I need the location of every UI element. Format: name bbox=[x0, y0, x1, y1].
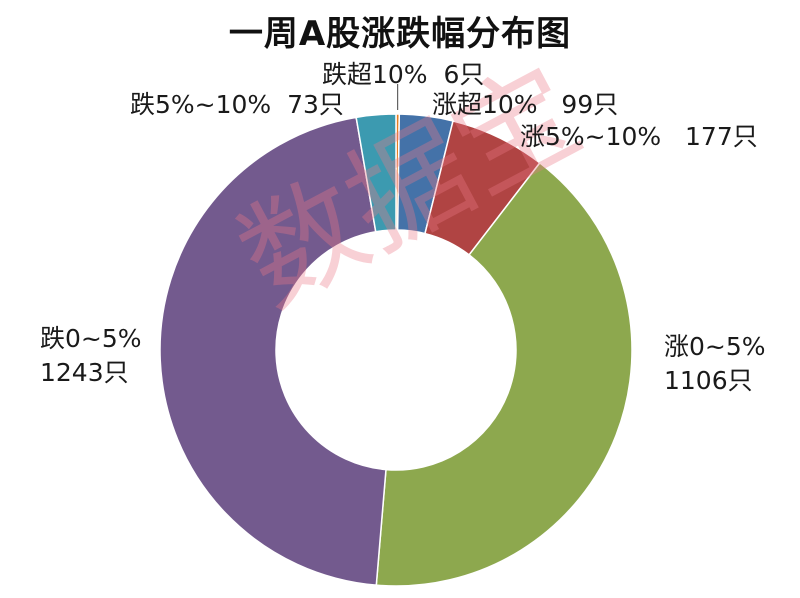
slice-label-down-5-10: 跌5%~10% 73只 bbox=[130, 90, 344, 119]
slice-down-5-10 bbox=[355, 113, 397, 233]
slice-label-up-5-10: 涨5%~10% 177只 bbox=[520, 122, 758, 151]
slice-label-down-over-10: 跌超10% 6只 bbox=[322, 60, 485, 89]
chart-title: 一周A股涨跌幅分布图 bbox=[228, 14, 572, 54]
slice-label-down-0-5: 跌0~5% 1243只 bbox=[40, 324, 142, 387]
slice-label-up-over-10: 涨超10% 99只 bbox=[432, 90, 619, 119]
slice-label-up-0-5: 涨0~5% 1106只 bbox=[664, 332, 766, 395]
slice-up-0-5 bbox=[375, 161, 633, 587]
slice-down-0-5 bbox=[159, 116, 387, 586]
